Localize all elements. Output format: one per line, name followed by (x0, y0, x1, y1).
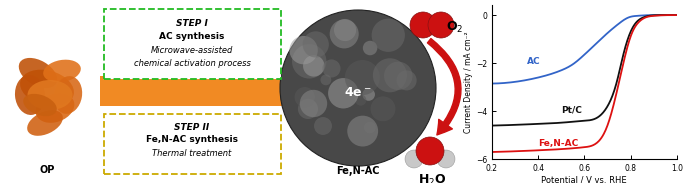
Text: Fe,N-AC synthesis: Fe,N-AC synthesis (146, 135, 238, 144)
Text: O$_2$: O$_2$ (446, 19, 463, 35)
Circle shape (329, 19, 359, 48)
Circle shape (355, 94, 366, 106)
Circle shape (437, 150, 455, 168)
Ellipse shape (15, 75, 45, 115)
Circle shape (384, 62, 412, 90)
Ellipse shape (23, 94, 57, 116)
Circle shape (321, 74, 332, 85)
Text: STEP II: STEP II (175, 123, 210, 132)
Ellipse shape (18, 58, 58, 88)
FancyBboxPatch shape (104, 114, 281, 174)
X-axis label: Potential / V vs. RHE: Potential / V vs. RHE (541, 176, 627, 183)
Ellipse shape (27, 80, 73, 110)
Circle shape (362, 88, 375, 101)
Text: OP: OP (39, 165, 55, 175)
Circle shape (410, 12, 436, 38)
Circle shape (298, 99, 318, 119)
Ellipse shape (54, 76, 82, 114)
Ellipse shape (43, 60, 81, 82)
Text: H$_2$O: H$_2$O (418, 173, 446, 183)
Text: Fe,N-AC: Fe,N-AC (336, 166, 379, 176)
FancyArrowPatch shape (427, 39, 461, 135)
Circle shape (290, 36, 318, 64)
Circle shape (373, 58, 407, 92)
Circle shape (397, 70, 416, 90)
Text: STEP I: STEP I (176, 19, 208, 28)
Circle shape (303, 55, 325, 77)
Circle shape (371, 96, 395, 121)
Circle shape (405, 150, 423, 168)
Text: 4e$^-$: 4e$^-$ (345, 87, 372, 100)
Circle shape (314, 117, 332, 135)
Circle shape (280, 10, 436, 166)
Text: Thermal treatment: Thermal treatment (152, 149, 232, 158)
Ellipse shape (36, 93, 75, 123)
Text: Fe,N-AC: Fe,N-AC (538, 139, 578, 148)
Polygon shape (100, 67, 310, 115)
Circle shape (428, 12, 454, 38)
Text: AC synthesis: AC synthesis (160, 32, 225, 41)
Circle shape (347, 116, 378, 147)
Circle shape (292, 44, 327, 79)
Text: Microwave-assisted: Microwave-assisted (151, 46, 233, 55)
Circle shape (303, 31, 329, 57)
Ellipse shape (20, 70, 74, 106)
FancyBboxPatch shape (104, 9, 281, 79)
Circle shape (300, 90, 327, 117)
Circle shape (416, 137, 444, 165)
Text: AC: AC (527, 57, 540, 66)
Ellipse shape (27, 110, 63, 136)
Circle shape (364, 122, 375, 133)
Circle shape (345, 60, 380, 95)
Circle shape (328, 78, 358, 109)
Circle shape (334, 19, 356, 41)
Y-axis label: Current Density / mA cm⁻²: Current Density / mA cm⁻² (464, 31, 473, 133)
Circle shape (323, 59, 340, 78)
Circle shape (372, 19, 405, 52)
Text: chemical activation process: chemical activation process (134, 59, 251, 68)
Circle shape (295, 87, 315, 107)
Text: Pt/C: Pt/C (561, 105, 582, 114)
Circle shape (363, 41, 377, 55)
